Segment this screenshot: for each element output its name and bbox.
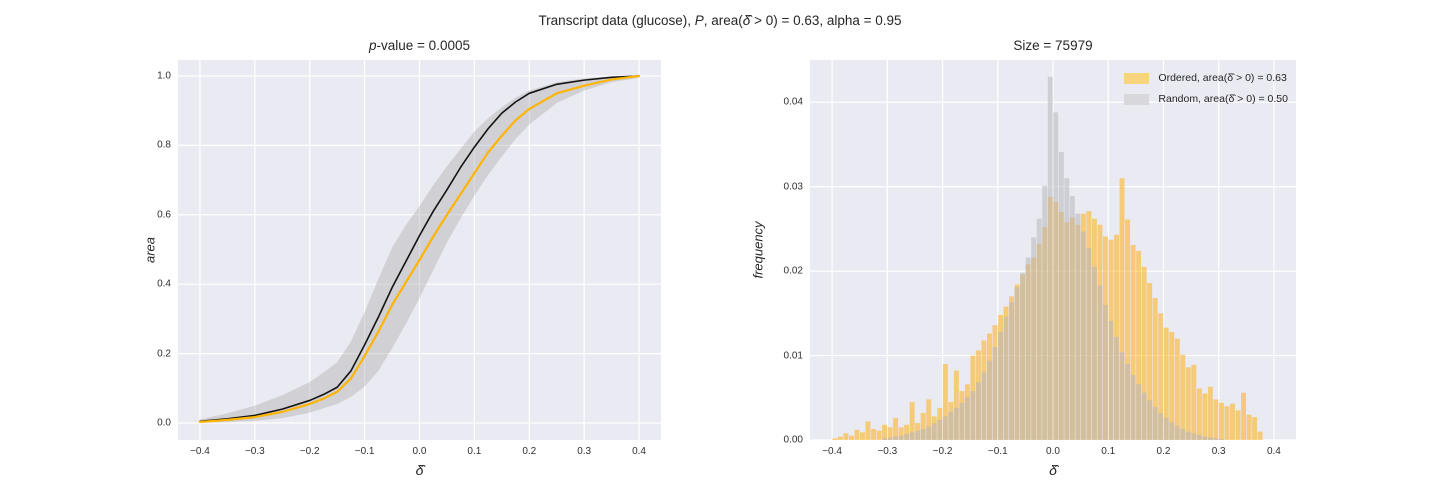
x-tick-label: 0.4 [632, 446, 646, 457]
figure-title: Transcript data (glucose), P, area(δ̂ > … [538, 13, 902, 28]
x-tick-label: −0.4 [822, 446, 842, 457]
y-tick-label: 0.2 [157, 348, 171, 360]
legend-item-ordered: Ordered, area(δ̂ > 0) = 0.63 [1124, 72, 1288, 84]
ordered-swatch-icon [1124, 72, 1150, 84]
legend: Ordered, area(δ̂ > 0) = 0.63 Random, are… [1124, 72, 1288, 105]
y-tick-label: 0.03 [783, 181, 803, 193]
null-confidence-band [199, 75, 640, 423]
legend-label-random: Random, area(δ̂ > 0) = 0.50 [1158, 93, 1288, 105]
x-tick-label: 0.0 [412, 446, 427, 457]
x-tick-label: −0.1 [354, 446, 375, 457]
y-tick-label: 0.02 [783, 265, 803, 277]
y-tick-label: 0.01 [783, 350, 803, 362]
cdf-plot: p-value = 0.0005 area δ̂ −0.4 −0.3 −0.2 −0.… [143, 38, 661, 478]
cdf-plot-title: p-value = 0.0005 [369, 38, 470, 53]
legend-label-ordered: Ordered, area(δ̂ > 0) = 0.63 [1158, 72, 1287, 84]
y-tick-label: 1.0 [157, 70, 171, 82]
random-swatch-icon [1124, 93, 1150, 105]
x-tick-label: −0.3 [877, 446, 898, 457]
histogram-ylabel: frequency [750, 221, 766, 279]
y-tick-label: 0.4 [157, 278, 171, 290]
y-tick-label: 0.00 [783, 434, 803, 446]
x-tick-label: 0.0 [1046, 446, 1060, 457]
x-tick-label: −0.1 [987, 446, 1008, 457]
x-tick-label: 0.1 [467, 446, 482, 457]
histogram-plot-title: Size = 75979 [1013, 38, 1093, 53]
x-tick-label: 0.2 [1156, 446, 1171, 457]
x-tick-label: −0.4 [190, 446, 210, 457]
plot-canvas [178, 60, 661, 440]
cdf-ylabel: area [142, 236, 158, 264]
ordered-cdf [198, 74, 641, 424]
histogram-plot: Size = 75979 frequency δ̂ Ordered, area(… [751, 38, 1296, 478]
y-tick-label: 0.8 [157, 139, 171, 151]
x-tick-label: 0.4 [1266, 446, 1281, 457]
x-tick-label: 0.2 [522, 446, 537, 457]
y-tick-label: 0.6 [157, 209, 171, 221]
random-histogram [882, 76, 1224, 440]
x-tick-label: 0.3 [577, 446, 592, 457]
y-tick-label: 0.04 [783, 96, 803, 108]
x-tick-label: 0.1 [1101, 446, 1116, 457]
plot-canvas [810, 60, 1296, 440]
x-tick-label: −0.3 [244, 446, 265, 457]
cdf-xlabel: δ̂ [415, 462, 424, 478]
histogram-xlabel: δ̂ [1049, 462, 1057, 478]
x-tick-label: −0.2 [299, 446, 320, 457]
random-null-mean-cdf [199, 75, 640, 423]
y-tick-label: 0.0 [157, 417, 171, 429]
legend-item-random: Random, area(δ̂ > 0) = 0.50 [1124, 93, 1288, 105]
x-tick-label: 0.3 [1211, 446, 1226, 457]
x-tick-label: −0.2 [932, 446, 953, 457]
